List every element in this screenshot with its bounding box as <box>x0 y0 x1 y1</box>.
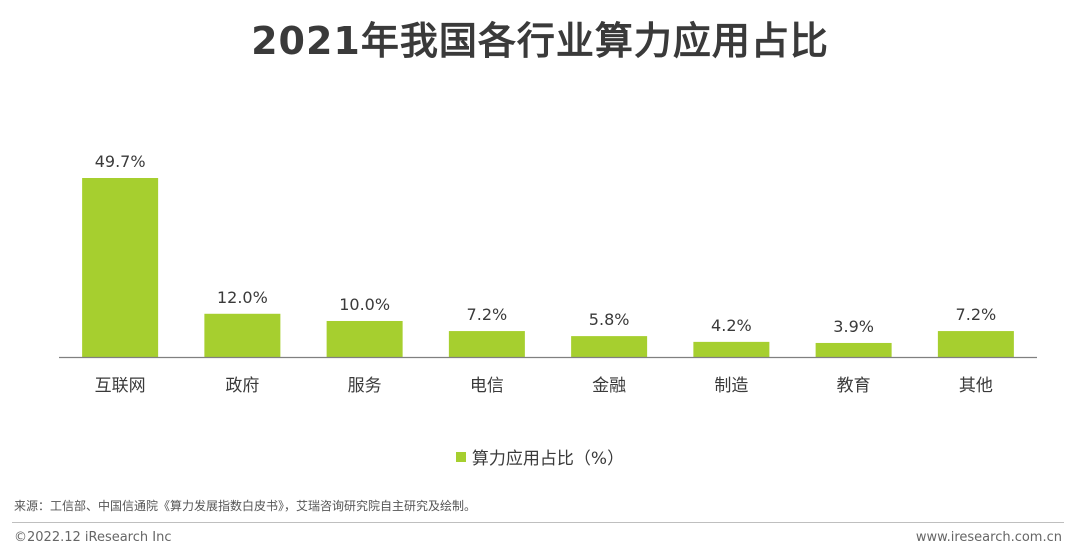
data-label-3: 10.0% <box>339 295 390 314</box>
category-label-6: 制造 <box>714 376 748 396</box>
legend: 算力应用占比（%） <box>0 444 1080 469</box>
legend-swatch <box>455 451 466 462</box>
category-label-3: 服务 <box>348 376 382 396</box>
bar-8 <box>937 331 1014 357</box>
bar-2 <box>204 313 281 357</box>
chart-title: 2021年我国各行业算力应用占比 <box>251 19 829 63</box>
copyright: ©2022.12 iResearch Inc <box>14 530 172 545</box>
data-label-4: 7.2% <box>467 305 508 324</box>
bar-5 <box>571 336 648 357</box>
category-label-5: 金融 <box>592 376 626 396</box>
bar-3 <box>326 320 403 357</box>
data-label-1: 49.7% <box>95 152 146 171</box>
category-label-7: 教育 <box>837 376 871 396</box>
bar-6 <box>693 341 770 357</box>
bar-1 <box>82 178 159 357</box>
website-link[interactable]: www.iresearch.com.cn <box>915 530 1062 545</box>
bar-chart: 49.7% 互联网 12.0% 政府 10.0% 服务 7.2% 电信 5.8% 金融 4.2% 制造… <box>59 152 1037 396</box>
category-label-4: 电信 <box>470 376 504 396</box>
bar-4 <box>448 331 525 357</box>
data-label-2: 12.0% <box>217 288 268 307</box>
category-label-1: 互联网 <box>95 376 146 396</box>
category-label-2: 政府 <box>225 376 259 396</box>
legend-label: 算力应用占比（%） <box>471 449 625 469</box>
source-note: 来源：工信部、中国信通院《算力发展指数白皮书》，艾瑞咨询研究院自主研究及绘制。 <box>14 499 477 513</box>
footer-divider <box>12 522 1064 523</box>
data-label-6: 4.2% <box>711 316 752 335</box>
data-label-8: 7.2% <box>956 305 997 324</box>
data-label-5: 5.8% <box>589 310 630 329</box>
bar-7 <box>815 342 892 357</box>
category-label-8: 其他 <box>959 376 993 396</box>
data-label-7: 3.9% <box>833 317 874 336</box>
